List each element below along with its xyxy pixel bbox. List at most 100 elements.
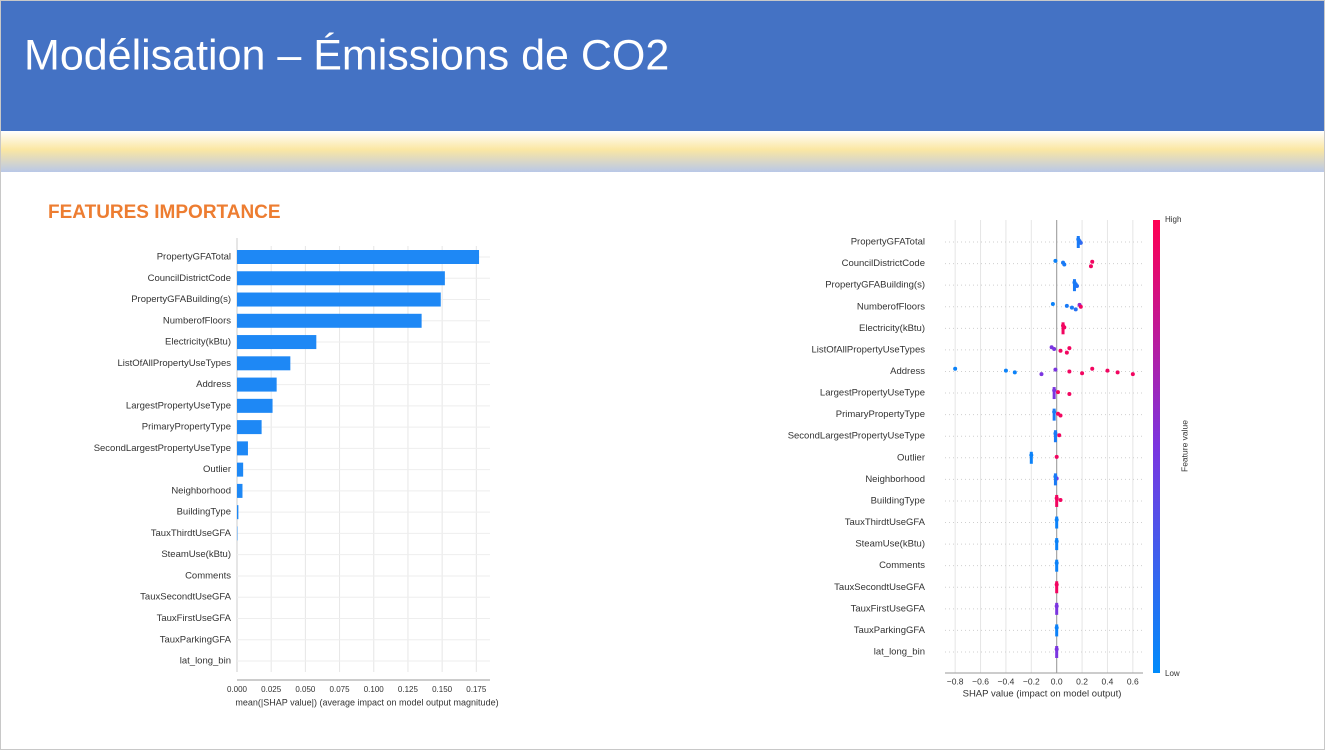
shap-point	[1078, 304, 1083, 309]
point-cluster	[1055, 516, 1059, 529]
x-tick-label: 0.100	[364, 685, 385, 694]
point-cluster	[1076, 236, 1080, 248]
shap-point	[1069, 305, 1074, 310]
colorbar-low: Low	[1165, 669, 1180, 678]
y-tick-label: lat_long_bin	[180, 656, 231, 667]
y-tick-label: Address	[890, 366, 925, 377]
x-tick-label: 0.0	[1051, 676, 1063, 686]
shap-point	[1050, 302, 1055, 307]
x-tick-label: −0.8	[947, 676, 964, 686]
y-tick-label: ListOfAllPropertyUseTypes	[811, 344, 925, 355]
shap-point	[1053, 258, 1058, 263]
colorbar-label: Feature value	[1179, 420, 1189, 472]
shap-point	[1057, 433, 1062, 438]
shap-point	[1064, 303, 1069, 308]
y-tick-label: Electricity(kBtu)	[859, 323, 925, 334]
point-cluster	[1052, 408, 1056, 421]
shap-point	[1055, 390, 1060, 395]
bar	[237, 483, 243, 498]
x-tick-label: 0.150	[432, 685, 453, 694]
y-tick-label: PrimaryPropertyType	[836, 409, 925, 420]
shap-point	[953, 366, 958, 371]
x-tick-label: 0.4	[1102, 676, 1114, 686]
shap-point	[1067, 391, 1072, 396]
y-tick-label: TauxThirdtUseGFA	[151, 528, 232, 539]
y-tick-label: TauxParkingGFA	[160, 634, 232, 645]
point-cluster	[1055, 646, 1059, 658]
point-cluster	[1055, 581, 1059, 594]
x-tick-label: 0.175	[466, 685, 487, 694]
x-axis-label: mean(|SHAP value|) (average impact on mo…	[235, 697, 498, 707]
bar	[237, 356, 291, 371]
x-tick-label: 0.6	[1127, 676, 1139, 686]
shap-point	[1090, 366, 1095, 371]
y-tick-label: BuildingType	[177, 507, 231, 518]
bar	[237, 377, 277, 392]
point-cluster	[1055, 538, 1059, 551]
y-tick-label: SecondLargestPropertyUseType	[788, 431, 925, 442]
y-tick-label: PropertyGFABuilding(s)	[825, 280, 925, 291]
bar	[237, 505, 239, 520]
y-tick-label: Neighborhood	[865, 474, 925, 485]
shap-point	[1090, 259, 1095, 264]
y-tick-label: TauxSecondtUseGFA	[140, 592, 231, 603]
x-tick-label: 0.000	[227, 685, 248, 694]
point-cluster	[1053, 473, 1057, 486]
x-tick-label: −0.6	[972, 676, 989, 686]
y-tick-label: SteamUse(kBtu)	[161, 549, 231, 560]
slide-title: Modélisation – Émissions de CO2	[24, 31, 669, 79]
x-tick-label: −0.2	[1023, 676, 1040, 686]
shap-point	[1080, 371, 1085, 376]
bar	[237, 398, 273, 413]
shap-point	[1075, 284, 1079, 289]
shap-point	[1115, 370, 1120, 375]
point-cluster	[1055, 602, 1059, 615]
y-tick-label: PropertyGFATotal	[851, 237, 925, 248]
bar	[237, 271, 445, 286]
x-axis-label: SHAP value (impact on model output)	[963, 689, 1122, 700]
y-tick-label: PrimaryPropertyType	[142, 422, 231, 433]
shap-point	[1105, 368, 1110, 373]
shap-point	[1003, 368, 1008, 373]
x-tick-label: 0.075	[330, 685, 351, 694]
y-tick-label: Neighborhood	[171, 485, 231, 496]
point-cluster	[1055, 494, 1059, 507]
shap-point	[1052, 346, 1057, 351]
x-tick-label: −0.4	[998, 676, 1015, 686]
x-tick-label: 0.025	[261, 685, 282, 694]
shap-point	[1058, 413, 1063, 418]
y-tick-label: Electricity(kBtu)	[165, 337, 231, 348]
point-cluster	[1061, 322, 1065, 335]
y-tick-label: NumberofFloors	[163, 315, 231, 326]
point-cluster	[1072, 279, 1076, 292]
bar	[237, 420, 262, 435]
bar	[237, 462, 244, 477]
y-tick-label: TauxSecondtUseGFA	[834, 582, 925, 593]
shap-point	[1012, 370, 1017, 375]
shap-point	[1130, 372, 1135, 377]
shap-point	[1039, 372, 1044, 377]
section-title: FEATURES IMPORTANCE	[48, 202, 281, 223]
shap-point	[1067, 346, 1072, 351]
shap-point	[1073, 307, 1078, 312]
shap-point	[1054, 454, 1059, 459]
y-tick-label: Comments	[879, 560, 925, 571]
y-tick-label: TauxThirdtUseGFA	[845, 517, 926, 528]
point-cluster	[1029, 451, 1033, 464]
y-tick-label: LargestPropertyUseType	[820, 388, 925, 399]
y-tick-label: ListOfAllPropertyUseTypes	[117, 358, 231, 369]
y-tick-label: SecondLargestPropertyUseType	[94, 443, 231, 454]
y-tick-label: PropertyGFATotal	[157, 252, 231, 263]
y-tick-label: PropertyGFABuilding(s)	[131, 294, 231, 305]
x-tick-label: 0.2	[1076, 676, 1088, 686]
shap-point	[1078, 240, 1083, 245]
x-tick-label: 0.050	[295, 685, 316, 694]
y-tick-label: lat_long_bin	[874, 647, 925, 658]
y-tick-label: CouncilDistrictCode	[148, 273, 231, 284]
y-tick-label: NumberofFloors	[857, 301, 925, 312]
y-tick-label: Outlier	[897, 452, 925, 463]
y-tick-label: TauxFirstUseGFA	[851, 603, 926, 614]
point-cluster	[1053, 430, 1057, 443]
shap-point	[1053, 367, 1058, 372]
